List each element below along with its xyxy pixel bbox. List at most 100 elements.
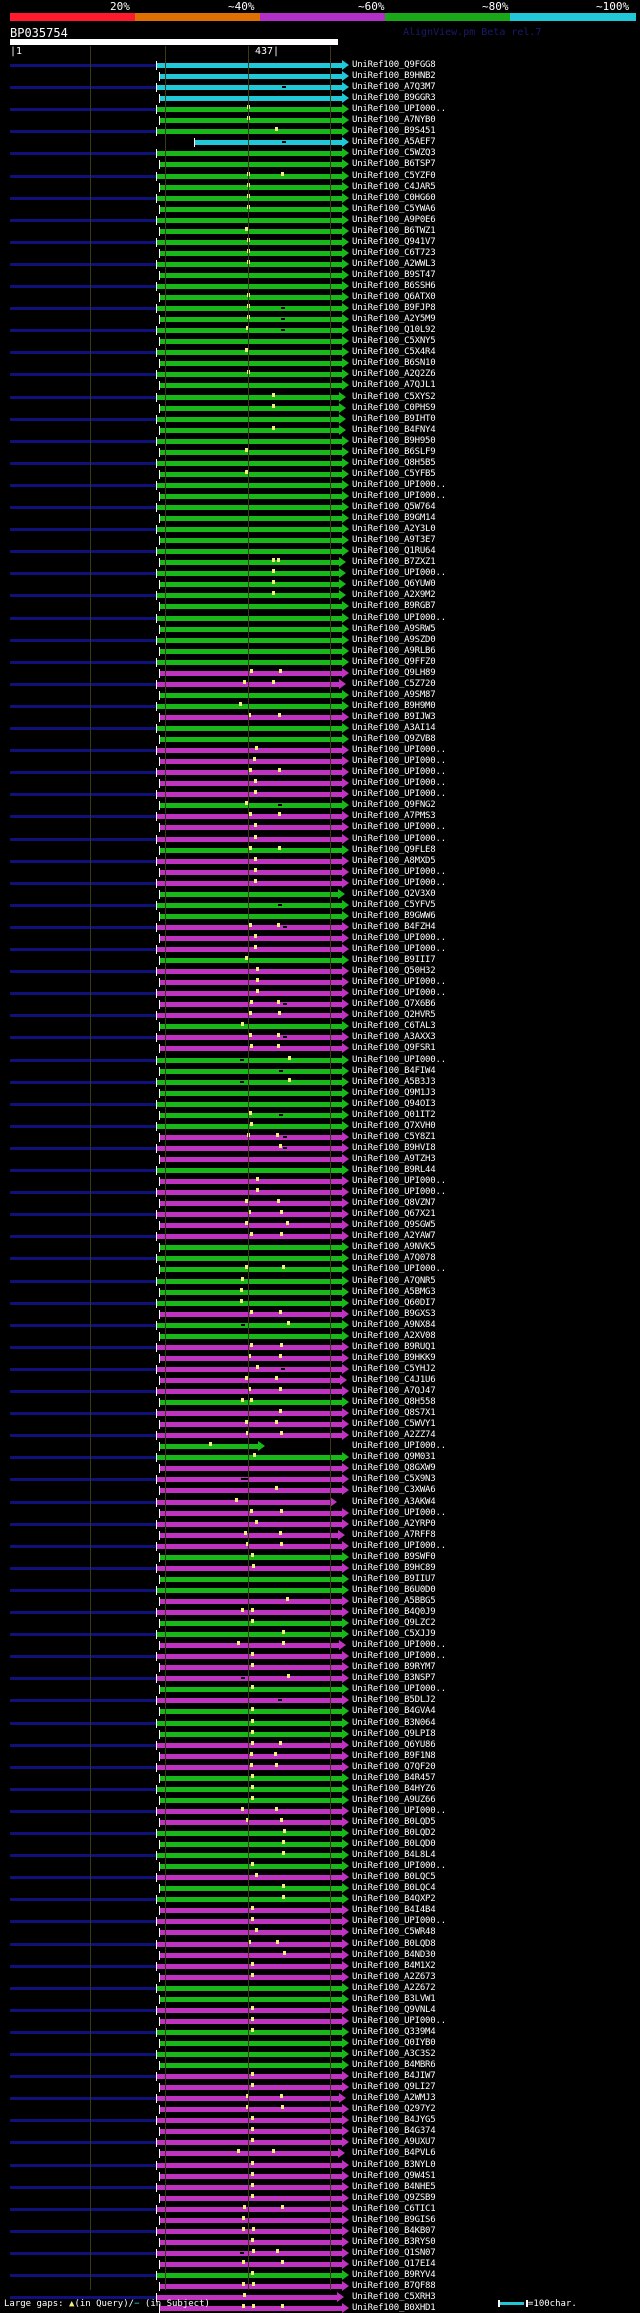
hit-id-label[interactable]: UniRef100_Q60DI7: [352, 1297, 436, 1308]
hit-row[interactable]: UniRef100_Q9LI27: [0, 2082, 640, 2093]
hit-id-label[interactable]: UniRef100_B3N064: [352, 1717, 436, 1728]
hit-row[interactable]: UniRef100_Q1RU64: [0, 546, 640, 557]
hit-id-label[interactable]: UniRef100_B4KB07: [352, 2225, 436, 2236]
hit-id-label[interactable]: UniRef100_C5YFB5: [352, 468, 436, 479]
hsp-bar[interactable]: [159, 626, 342, 632]
hit-id-label[interactable]: UniRef100_B4FNY4: [352, 424, 436, 435]
hit-id-label[interactable]: UniRef100_Q2HVR5: [352, 1010, 436, 1021]
hit-id-label[interactable]: UniRef100_B9RL44: [352, 1165, 436, 1175]
hit-id-label[interactable]: UniRef100_Q9FLE8: [352, 844, 436, 855]
hit-id-label[interactable]: UniRef100_C5XRH3: [352, 2292, 436, 2303]
hit-row[interactable]: UniRef100_B0LQC4: [0, 1883, 640, 1894]
hsp-bar[interactable]: [159, 1333, 342, 1339]
hit-id-label[interactable]: UniRef100_B5DLJ2: [352, 1695, 436, 1706]
hit-row[interactable]: UniRef100_B9HNB2: [0, 71, 640, 82]
hsp-bar[interactable]: [156, 880, 342, 886]
hit-row[interactable]: UniRef100_UPI000..: [0, 944, 640, 955]
hit-row[interactable]: UniRef100_A9SRW5: [0, 623, 640, 635]
hit-row[interactable]: UniRef100_A9UXU7: [0, 2137, 640, 2148]
hit-id-label[interactable]: UniRef100_A2ZZ74: [352, 1430, 436, 1441]
hsp-bar[interactable]: [156, 438, 342, 444]
hit-row[interactable]: UniRef100_B4L8L4: [0, 1850, 640, 1861]
hsp-bar[interactable]: [156, 1985, 342, 1991]
hit-row[interactable]: UniRef100_Q9ZSB9: [0, 2192, 640, 2204]
hsp-bar[interactable]: [159, 1709, 342, 1715]
hit-id-label[interactable]: UniRef100_UPI000..: [352, 988, 446, 999]
hsp-bar[interactable]: [159, 538, 342, 544]
hsp-bar[interactable]: [156, 107, 342, 113]
hsp-bar[interactable]: [159, 1377, 340, 1383]
hit-id-label[interactable]: UniRef100_B3LVW1: [352, 1993, 436, 2004]
hit-row[interactable]: UniRef100_B0LQC5: [0, 1872, 640, 1883]
hsp-bar[interactable]: [159, 648, 342, 654]
hit-id-label[interactable]: UniRef100_A5BMG3: [352, 1286, 436, 1297]
hit-row[interactable]: UniRef100_Q8H558: [0, 1397, 640, 1408]
hit-row[interactable]: UniRef100_B9IIU7: [0, 1573, 640, 1585]
hit-id-label[interactable]: UniRef100_C6T723: [352, 247, 436, 258]
hit-id-label[interactable]: UniRef100_C5YFV5: [352, 899, 436, 910]
hit-id-label[interactable]: UniRef100_Q9ZSB9: [352, 2192, 436, 2203]
hit-id-label[interactable]: UniRef100_B9RYM7: [352, 1662, 436, 1673]
hit-row[interactable]: UniRef100_B9RUQ1: [0, 1341, 640, 1353]
hit-id-label[interactable]: UniRef100_B0XHD1: [352, 2303, 436, 2313]
hit-id-label[interactable]: UniRef100_C0HG60: [352, 192, 436, 203]
hit-id-label[interactable]: UniRef100_UPI000..: [352, 612, 446, 623]
hit-row[interactable]: UniRef100_C5YFV5: [0, 899, 640, 911]
hsp-bar[interactable]: [159, 1554, 342, 1560]
hit-row[interactable]: UniRef100_A3AXX3: [0, 1032, 640, 1043]
hsp-bar[interactable]: [159, 1687, 342, 1693]
hit-row[interactable]: UniRef100_Q94OI3: [0, 1098, 640, 1110]
hit-id-label[interactable]: UniRef100_B9H9M0: [352, 700, 436, 711]
hsp-bar[interactable]: [159, 1886, 342, 1892]
hsp-bar[interactable]: [159, 1974, 342, 1980]
hit-id-label[interactable]: UniRef100_C5Y8Z1: [352, 1131, 436, 1142]
hit-id-label[interactable]: UniRef100_B9FJP8: [352, 303, 436, 314]
hit-row[interactable]: UniRef100_B7QF88: [0, 2281, 640, 2292]
hit-row[interactable]: UniRef100_B9III7: [0, 955, 640, 966]
hit-row[interactable]: UniRef100_B6SN10: [0, 358, 640, 369]
hsp-bar[interactable]: [159, 1621, 342, 1627]
hit-row[interactable]: UniRef100_UPI000..: [0, 866, 640, 878]
hit-row[interactable]: UniRef100_UPI000..: [0, 1861, 640, 1872]
hsp-bar[interactable]: [156, 1035, 342, 1041]
hit-row[interactable]: UniRef100_Q17EI4: [0, 2258, 640, 2270]
hit-row[interactable]: UniRef100_A2YAW7: [0, 1231, 640, 1242]
hit-id-label[interactable]: UniRef100_Q297Y2: [352, 2104, 436, 2115]
hsp-bar[interactable]: [159, 714, 342, 720]
hit-id-label[interactable]: UniRef100_B9F1N8: [352, 1750, 436, 1761]
hit-row[interactable]: UniRef100_B4NHE5: [0, 2181, 640, 2193]
hit-id-label[interactable]: UniRef100_B4L8L4: [352, 1850, 436, 1861]
hit-row[interactable]: UniRef100_UPI000..: [0, 1507, 640, 1519]
hit-id-label[interactable]: UniRef100_A3AI14: [352, 723, 436, 733]
hsp-bar[interactable]: [159, 1355, 342, 1361]
hsp-bar[interactable]: [159, 2085, 342, 2091]
hit-row[interactable]: UniRef100_C0HG60: [0, 192, 640, 204]
hit-id-label[interactable]: UniRef100_B9GWW6: [352, 910, 436, 921]
hsp-bar[interactable]: [156, 549, 342, 555]
hsp-bar[interactable]: [156, 284, 342, 289]
hit-row[interactable]: UniRef100_B6TSP7: [0, 159, 640, 170]
hsp-bar[interactable]: [159, 1996, 342, 2002]
hsp-bar[interactable]: [156, 1499, 330, 1505]
hit-row[interactable]: UniRef100_B9ST47: [0, 269, 640, 281]
hit-id-label[interactable]: UniRef100_C4J1U6: [352, 1374, 436, 1385]
hit-id-label[interactable]: UniRef100_B9RUQ1: [352, 1341, 436, 1352]
hsp-bar[interactable]: [159, 2040, 342, 2046]
hit-row[interactable]: UniRef100_Q9LZC2: [0, 1618, 640, 1629]
hit-id-label[interactable]: UniRef100_A9NVK5: [352, 1242, 436, 1253]
hsp-bar[interactable]: [156, 2118, 342, 2124]
hsp-bar[interactable]: [156, 1278, 342, 1284]
hsp-bar[interactable]: [156, 2029, 342, 2035]
hit-row[interactable]: UniRef100_A2WWL3: [0, 258, 640, 270]
hit-id-label[interactable]: UniRef100_Q7XVH0: [352, 1120, 436, 1131]
hit-id-label[interactable]: UniRef100_B0LQC4: [352, 1883, 436, 1894]
hit-row[interactable]: UniRef100_B4G374: [0, 2126, 640, 2137]
hsp-bar[interactable]: [156, 1322, 342, 1328]
hit-row[interactable]: UniRef100_B4FNY4: [0, 424, 640, 436]
hsp-bar[interactable]: [156, 173, 342, 179]
hit-id-label[interactable]: UniRef100_A9P0E6: [352, 214, 436, 225]
hsp-bar[interactable]: [156, 1565, 342, 1571]
hit-row[interactable]: UniRef100_B9H950: [0, 435, 640, 447]
hit-row[interactable]: UniRef100_Q9FLE8: [0, 844, 640, 856]
hsp-bar[interactable]: [156, 1101, 342, 1107]
